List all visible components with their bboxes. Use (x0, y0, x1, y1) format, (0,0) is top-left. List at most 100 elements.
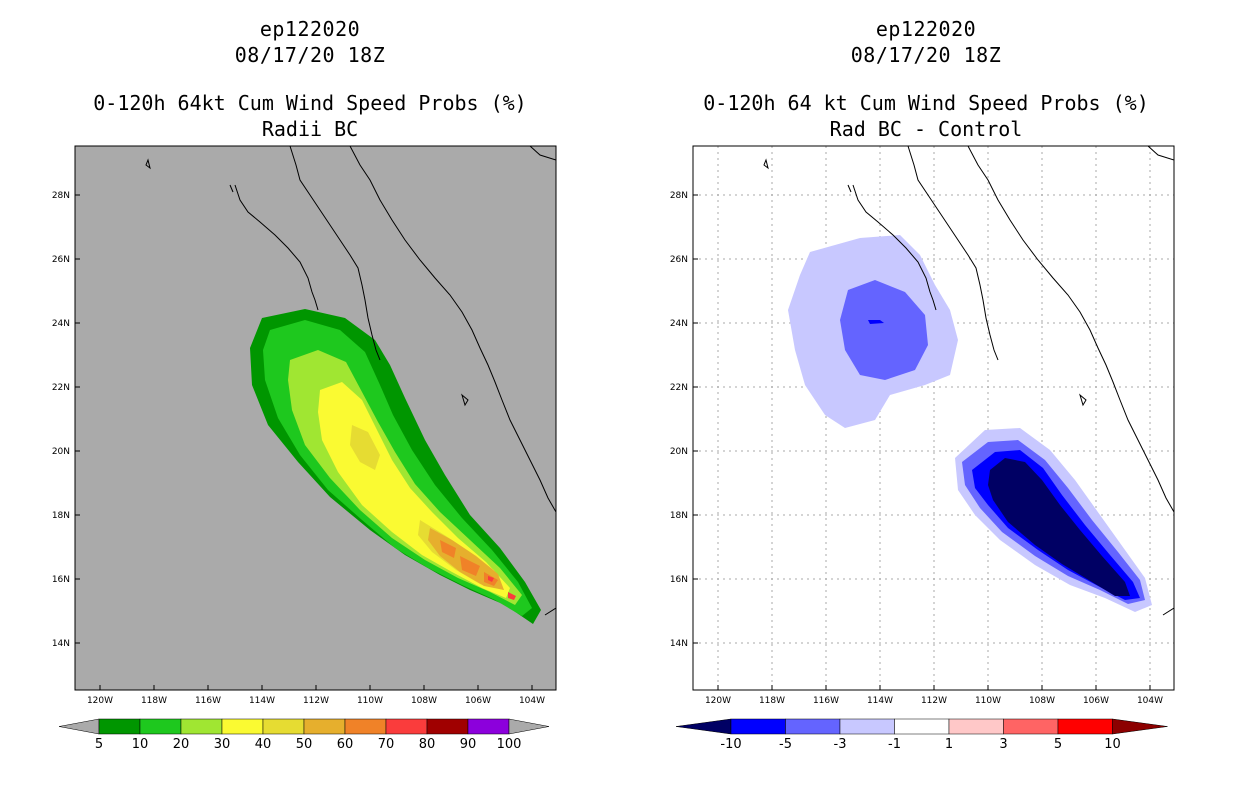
left-panel-header: ep122020 08/17/20 18Z (60, 16, 560, 68)
right-lon-label: 110W (975, 696, 1001, 706)
right-difference-contours (763, 146, 1174, 616)
left-colorbar-swatch (139, 718, 182, 735)
left-colorbar-label: 100 (497, 737, 522, 752)
left-colorbar-swatch (344, 718, 387, 735)
right-lon-axis: 120W 118W 116W 114W 112W 110W 108W 106W 104W (705, 685, 1163, 706)
right-lon-label: 118W (759, 696, 785, 706)
right-colorbar-label: -1 (888, 737, 901, 752)
right-subtitle: Rad BC - Control (829, 117, 1023, 141)
diff-minus5-north (868, 320, 884, 324)
left-colorbar-swatch (262, 718, 305, 735)
right-lon-label: 104W (1137, 696, 1163, 706)
left-lon-label: 120W (87, 696, 113, 706)
left-colorbar-swatch (385, 718, 428, 735)
left-lon-label: 108W (411, 696, 437, 706)
left-colorbar-swatch (98, 718, 141, 735)
left-colorbar-label: 30 (214, 737, 231, 752)
right-colorbar-label: 5 (1054, 737, 1062, 752)
right-lon-label: 108W (1029, 696, 1055, 706)
contour-60 (440, 540, 498, 586)
left-storm-id: ep122020 (259, 17, 361, 41)
left-lat-label: 18N (52, 511, 70, 521)
left-date: 08/17/20 18Z (234, 43, 386, 67)
right-lat-label: 20N (670, 447, 688, 457)
right-colorbar-swatch (894, 718, 950, 735)
right-colorbar-swatch (1057, 718, 1113, 735)
right-colorbar-label: -10 (720, 737, 741, 752)
contour-70 (488, 576, 516, 600)
right-lon-label: 106W (1083, 696, 1109, 706)
right-lon-label: 112W (921, 696, 947, 706)
right-lat-label: 14N (670, 639, 688, 649)
left-colorbar-label: 90 (460, 737, 477, 752)
right-colorbar-label: 3 (999, 737, 1007, 752)
right-storm-id: ep122020 (875, 17, 977, 41)
left-colorbar-label: 40 (255, 737, 272, 752)
right-lat-label: 26N (670, 255, 688, 265)
right-title: 0-120h 64 kt Cum Wind Speed Probs (%) (703, 91, 1149, 115)
left-colorbar-label: 60 (337, 737, 354, 752)
diff-minus3-north (840, 280, 928, 380)
right-colorbar-label: 1 (945, 737, 953, 752)
left-coastline (145, 146, 556, 616)
right-lat-label: 16N (670, 575, 688, 585)
left-lon-axis: 120W 118W 116W 114W 112W 110W 108W 106W 104W (87, 685, 545, 706)
right-colorbar-swatch (730, 718, 786, 735)
right-colorbar-low-arrow (675, 718, 732, 735)
left-colorbar-swatch (180, 718, 223, 735)
right-colorbar: -10 -5 -3 -1 1 3 5 10 (675, 718, 1168, 752)
left-lat-label: 20N (52, 447, 70, 457)
left-lon-label: 110W (357, 696, 383, 706)
right-panel-titles: 0-120h 64 kt Cum Wind Speed Probs (%) Ra… (676, 90, 1176, 142)
right-map: 28N 26N 24N 22N 20N 18N 16N 14N 120W 118W 116W 114… (670, 145, 1175, 706)
left-lat-label: 22N (52, 383, 70, 393)
right-lat-axis: 28N 26N 24N 22N 20N 18N 16N 14N (670, 191, 698, 649)
right-lon-label: 120W (705, 696, 731, 706)
left-colorbar-label: 20 (173, 737, 190, 752)
left-lon-label: 114W (249, 696, 275, 706)
right-lon-label: 116W (813, 696, 839, 706)
left-colorbar-label: 50 (296, 737, 313, 752)
left-colorbar-label: 10 (132, 737, 149, 752)
right-panel-header: ep122020 08/17/20 18Z (676, 16, 1176, 68)
right-colorbar-swatch (1003, 718, 1059, 735)
right-colorbar-label: -5 (779, 737, 792, 752)
left-lon-label: 104W (519, 696, 545, 706)
left-colorbar-label: 5 (95, 737, 103, 752)
left-lon-label: 116W (195, 696, 221, 706)
left-lat-label: 26N (52, 255, 70, 265)
left-panel-titles: 0-120h 64kt Cum Wind Speed Probs (%) Rad… (60, 90, 560, 142)
left-lat-label: 28N (52, 191, 70, 201)
left-lon-label: 118W (141, 696, 167, 706)
left-colorbar-swatch (221, 718, 264, 735)
left-title: 0-120h 64kt Cum Wind Speed Probs (%) (93, 91, 527, 115)
left-lat-label: 16N (52, 575, 70, 585)
left-map: 28N 26N 24N 22N 20N 18N 16N 14N 120W 118W 116W 114… (52, 145, 557, 706)
right-colorbar-swatch (785, 718, 841, 735)
right-colorbar-label: 10 (1104, 737, 1121, 752)
left-colorbar-swatch (467, 718, 510, 735)
right-lat-label: 18N (670, 511, 688, 521)
right-lat-label: 28N (670, 191, 688, 201)
left-colorbar-label: 80 (419, 737, 436, 752)
right-colorbar-label: -3 (834, 737, 847, 752)
right-colorbar-swatch (948, 718, 1004, 735)
right-lon-label: 114W (867, 696, 893, 706)
left-lon-label: 112W (303, 696, 329, 706)
left-colorbar-label: 70 (378, 737, 395, 752)
left-lat-label: 24N (52, 319, 70, 329)
right-lat-label: 24N (670, 319, 688, 329)
right-coastline (763, 146, 1174, 616)
left-probability-contours (145, 146, 556, 624)
right-date: 08/17/20 18Z (850, 43, 1002, 67)
right-colorbar-high-arrow (1112, 718, 1168, 735)
left-lon-label: 106W (465, 696, 491, 706)
right-colorbar-swatch (839, 718, 895, 735)
left-lat-axis: 28N 26N 24N 22N 20N 18N 16N 14N (52, 191, 80, 649)
left-colorbar-low-arrow (58, 718, 100, 735)
right-lat-label: 22N (670, 383, 688, 393)
left-colorbar-swatch (303, 718, 346, 735)
left-lat-label: 14N (52, 639, 70, 649)
left-colorbar-high-arrow (508, 718, 550, 735)
